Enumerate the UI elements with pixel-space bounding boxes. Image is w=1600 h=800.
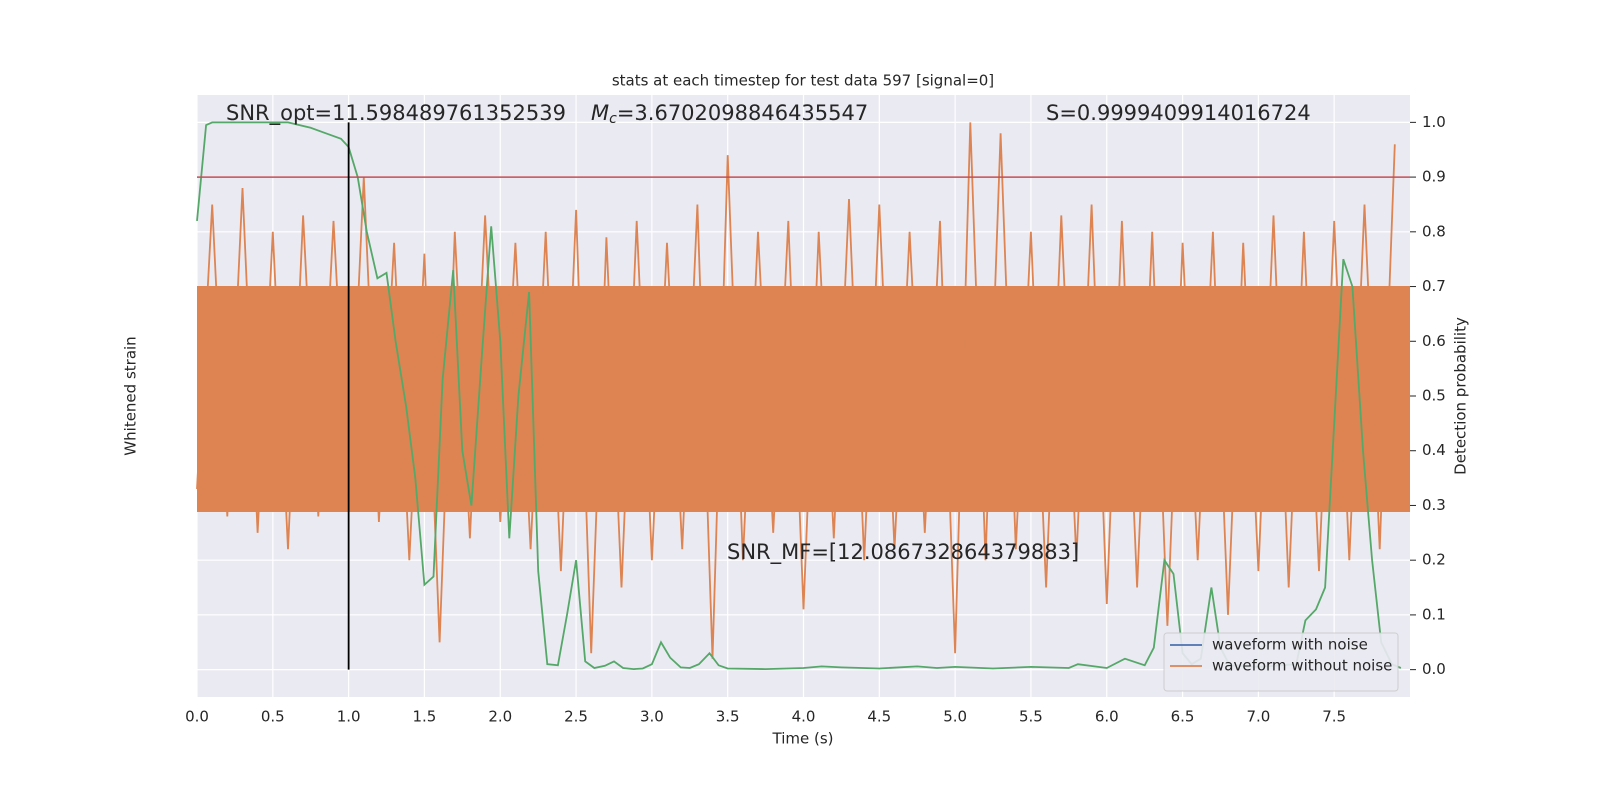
annotation-subscript: c <box>609 111 617 127</box>
legend-label: waveform without noise <box>1212 657 1392 675</box>
y-axis-label-left: Whitened strain <box>122 336 140 455</box>
annotation: SNR_MF=[12.086732864379883] <box>727 540 1079 565</box>
annotation: Mc=3.6702098846435547 <box>591 101 868 127</box>
x-tick-label: 4.0 <box>792 708 816 726</box>
data-line <box>196 122 1396 659</box>
y-tick-label: 0.9 <box>1422 168 1446 186</box>
annotation-value: =3.6702098846435547 <box>617 101 868 125</box>
noise-band <box>197 286 1410 512</box>
data-line <box>196 121 1402 671</box>
y-tick-label: 0.2 <box>1422 551 1446 569</box>
annotation-symbol: M <box>591 101 609 125</box>
y-tick-label: 0.8 <box>1422 222 1446 240</box>
x-tick-label: 1.5 <box>413 708 437 726</box>
x-tick-label: 0.0 <box>185 708 209 726</box>
x-tick-label: 2.5 <box>564 708 588 726</box>
x-tick-label: 1.0 <box>337 708 361 726</box>
annotation: S=0.9999409914016724 <box>1046 101 1311 125</box>
y-tick-label: 0.6 <box>1422 332 1446 350</box>
legend-label: waveform with noise <box>1212 636 1368 654</box>
x-tick-label: 7.5 <box>1322 708 1346 726</box>
x-tick-label: 3.5 <box>716 708 740 726</box>
y-axis-label: Detection probability <box>1452 317 1470 475</box>
x-tick-label: 7.0 <box>1246 708 1270 726</box>
x-axis-label: Time (s) <box>772 730 834 748</box>
y-tick-label: 0.1 <box>1422 605 1446 623</box>
x-tick-label: 6.5 <box>1171 708 1195 726</box>
x-tick-label: 4.5 <box>867 708 891 726</box>
y-tick-label: 0.0 <box>1422 660 1446 678</box>
y-tick-label: 0.4 <box>1422 441 1446 459</box>
x-tick-label: 3.0 <box>640 708 664 726</box>
y-tick-label: 0.5 <box>1422 387 1446 405</box>
y-tick-label: 1.0 <box>1422 113 1446 131</box>
x-tick-label: 5.0 <box>943 708 967 726</box>
legend-box <box>1163 632 1399 692</box>
y-tick-label: 0.7 <box>1422 277 1446 295</box>
x-tick-label: 0.5 <box>261 708 285 726</box>
y-tick-label: 0.3 <box>1422 496 1446 514</box>
x-tick-label: 2.0 <box>488 708 512 726</box>
x-tick-label: 5.5 <box>1019 708 1043 726</box>
x-tick-label: 6.0 <box>1095 708 1119 726</box>
chart-title: stats at each timestep for test data 597… <box>612 72 994 90</box>
annotation: SNR_opt=11.598489761352539 <box>226 101 566 126</box>
